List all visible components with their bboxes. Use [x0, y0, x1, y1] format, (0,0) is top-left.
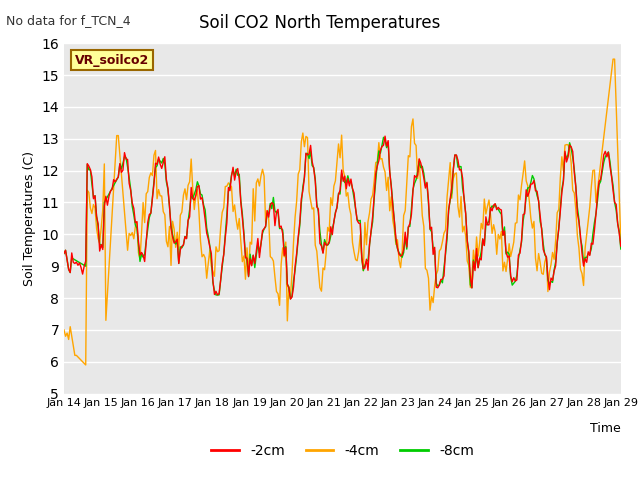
Legend: -2cm, -4cm, -8cm: -2cm, -4cm, -8cm [205, 439, 479, 464]
X-axis label: Time: Time [590, 421, 621, 434]
Text: No data for f_TCN_4: No data for f_TCN_4 [6, 14, 131, 27]
Text: VR_soilco2: VR_soilco2 [75, 54, 149, 67]
Y-axis label: Soil Temperatures (C): Soil Temperatures (C) [23, 151, 36, 286]
Text: Soil CO2 North Temperatures: Soil CO2 North Temperatures [199, 14, 441, 33]
